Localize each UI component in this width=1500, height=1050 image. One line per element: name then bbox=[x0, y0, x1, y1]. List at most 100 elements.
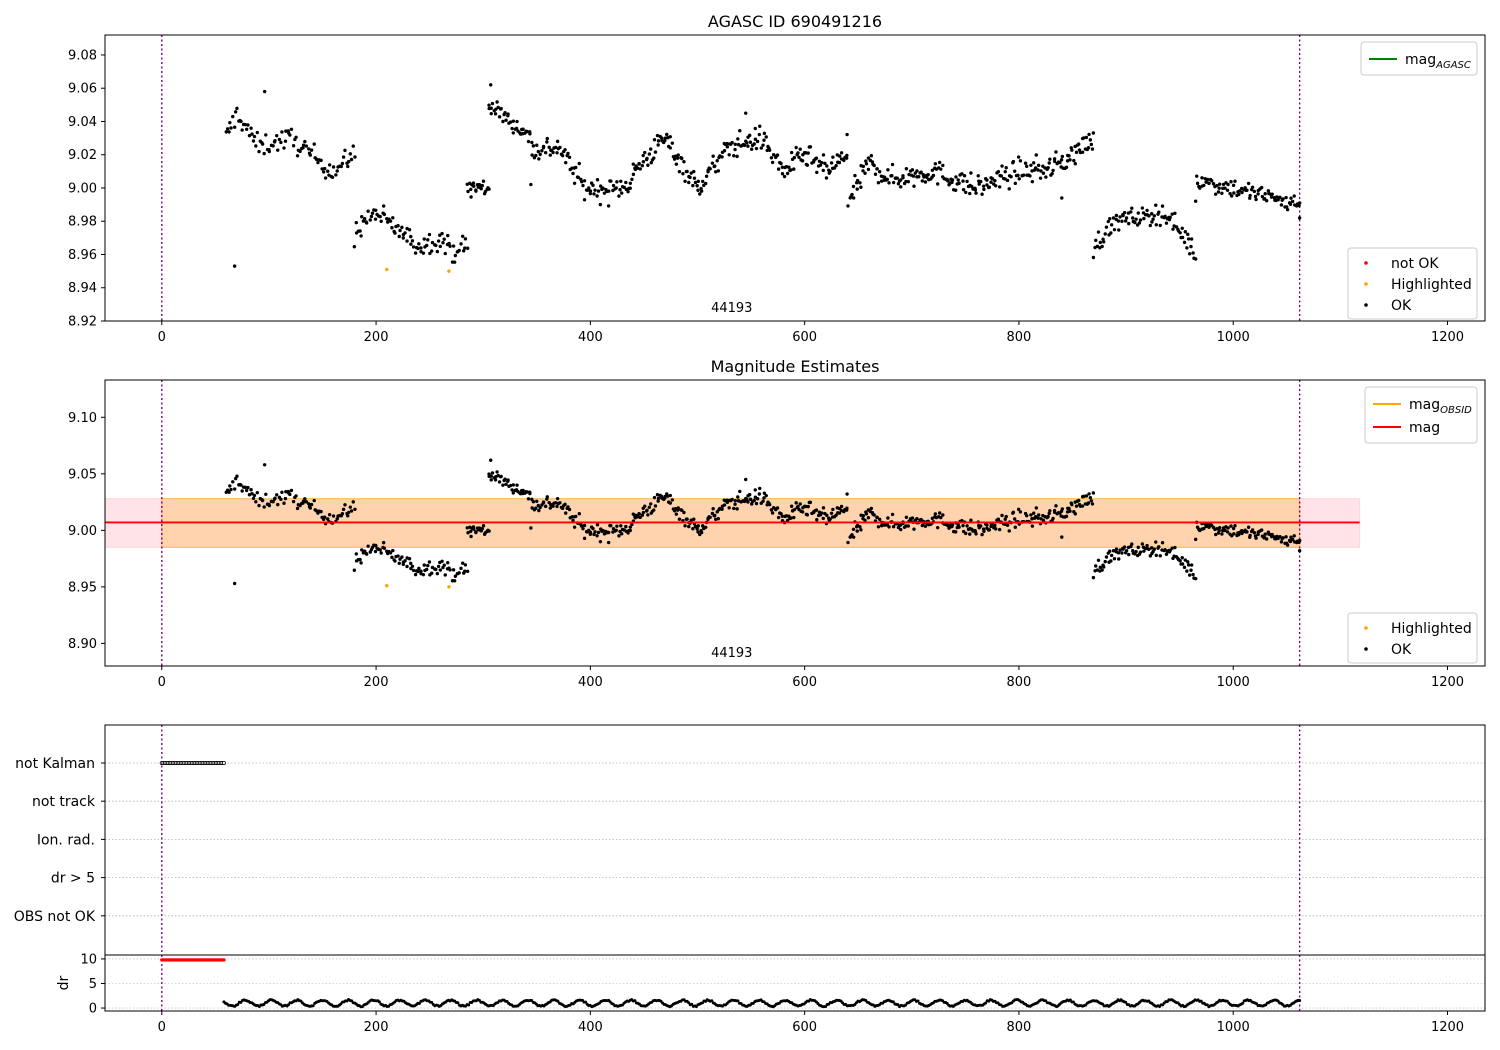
p2-ok-point-791 bbox=[1120, 551, 1124, 555]
p1-ok-point-779 bbox=[1106, 219, 1110, 224]
p2-ok-point-425 bbox=[725, 500, 730, 505]
p1-ok-point-321 bbox=[614, 186, 618, 190]
p1-ok-point-583 bbox=[895, 176, 899, 180]
p1-ok-point-808 bbox=[1138, 218, 1143, 222]
p1-ok-point-829 bbox=[1163, 214, 1167, 219]
p1-ok-point-398 bbox=[696, 179, 700, 184]
p1-ok-point-415 bbox=[715, 159, 719, 163]
p1-ok-point-791 bbox=[1120, 219, 1124, 223]
p2-ok-point-488 bbox=[794, 501, 798, 505]
p2-ok-point-173 bbox=[451, 568, 456, 572]
p2-ok-point-446 bbox=[748, 497, 753, 501]
p1-ok-point-101 bbox=[360, 215, 364, 219]
p1-ok-point-929 bbox=[1278, 195, 1282, 200]
p1-ok-point-286 bbox=[574, 165, 578, 170]
p2-ok-point-335 bbox=[630, 522, 634, 527]
p1-ok-point-836 bbox=[1171, 227, 1175, 231]
p2-ok-point-28 bbox=[262, 505, 266, 509]
p1-ok-point-476 bbox=[780, 172, 785, 176]
p1-ok-point-285 bbox=[572, 181, 577, 185]
p4-dr-point-58 bbox=[311, 1004, 315, 1008]
p2-ok-point-81 bbox=[335, 517, 339, 521]
p2-ok-point-259 bbox=[543, 504, 548, 509]
p1-ok-point-773 bbox=[1098, 240, 1103, 245]
p2-ok-point-201 bbox=[481, 524, 486, 528]
p1-ok-point-464 bbox=[767, 148, 772, 152]
p2-ok-point-569 bbox=[879, 524, 884, 528]
p1-ok-point-178 bbox=[457, 248, 461, 253]
p1-ok-point-815 bbox=[1147, 214, 1151, 218]
p2-ok-point-669 bbox=[987, 528, 992, 532]
p1-ok-point-410 bbox=[710, 161, 715, 165]
p1-ok-point-87 bbox=[343, 148, 347, 153]
p2-ok-point-111 bbox=[373, 549, 378, 554]
p2-ok-point-845 bbox=[1180, 562, 1185, 566]
p2-ok-point-666 bbox=[985, 523, 989, 527]
p1-ok-point-52 bbox=[295, 154, 300, 158]
p2-ok-point-29 bbox=[264, 492, 268, 496]
p2-ok-point-215 bbox=[495, 470, 499, 474]
p1-ok-point-100 bbox=[359, 234, 363, 238]
p1-ok-point-141 bbox=[410, 239, 415, 243]
p1-ok-point-402 bbox=[701, 179, 705, 184]
p1-ok-point-825 bbox=[1158, 223, 1162, 228]
p1-ok-point-154 bbox=[427, 232, 432, 237]
p1-ok-point-34 bbox=[271, 144, 275, 148]
p1-ok-point-777 bbox=[1103, 232, 1107, 236]
p1-ok-point-44 bbox=[284, 129, 288, 133]
p1-ok-point-764 bbox=[1089, 142, 1094, 147]
p2-ok-point-538 bbox=[846, 540, 850, 545]
p2-ok-point-351 bbox=[646, 513, 650, 517]
p2-ok-point-879 bbox=[1220, 532, 1224, 536]
p2-ok-point-902 bbox=[1246, 525, 1251, 529]
p1-ok-point-695 bbox=[1016, 173, 1020, 178]
p2-ok-point-765 bbox=[1090, 502, 1095, 506]
p1-ok-point-617 bbox=[931, 173, 936, 178]
p1-ok-point-197 bbox=[477, 183, 482, 187]
p1-ok-point-575 bbox=[886, 168, 890, 172]
p1-ok-point-400 bbox=[699, 186, 703, 191]
p1-ok-point-529 bbox=[837, 154, 842, 158]
p1-ok-point-877 bbox=[1217, 186, 1221, 190]
p1-ok-point-930 bbox=[1279, 203, 1284, 207]
p2-ok-point-145 bbox=[416, 569, 420, 574]
p1-ok-point-127 bbox=[393, 231, 397, 235]
p2-ytick-label-2: 9.00 bbox=[68, 524, 97, 539]
p2-ok-point-856 bbox=[1194, 576, 1198, 581]
p1-ok-point-306 bbox=[596, 189, 601, 193]
p2-ok-point-51 bbox=[294, 494, 298, 498]
p1-ok-point-471 bbox=[775, 153, 780, 157]
p2-ok-point-43 bbox=[283, 496, 288, 501]
p1-ok-point-852 bbox=[1189, 244, 1193, 249]
p1-ok-point-611 bbox=[925, 175, 929, 180]
p2-ok-point-815 bbox=[1147, 547, 1151, 551]
p1-ok-point-481 bbox=[787, 165, 791, 169]
p2-ok-point-909 bbox=[1254, 536, 1258, 540]
p2-ok-point-268 bbox=[553, 501, 558, 505]
p2-ok-point-882 bbox=[1223, 528, 1227, 533]
p2-ok-point-211 bbox=[490, 471, 495, 475]
p1-ok-point-183 bbox=[463, 237, 468, 241]
p4-xtick-label-400: 400 bbox=[578, 1020, 603, 1035]
p2-ok-point-154 bbox=[427, 560, 432, 564]
p2-ok-point-846 bbox=[1182, 565, 1187, 570]
p1-ok-point-635 bbox=[950, 178, 955, 182]
p1-ok-point-778 bbox=[1104, 225, 1109, 229]
p1-ok-point-717 bbox=[1039, 169, 1043, 173]
p2-ok-point-946 bbox=[1298, 538, 1302, 543]
p2-ok-point-844 bbox=[1180, 556, 1184, 560]
p2-ok-point-387 bbox=[685, 517, 689, 521]
p4-dr-point-159 bbox=[467, 1003, 471, 1007]
p2-ok-point-245 bbox=[528, 491, 532, 496]
p1-ok-point-523 bbox=[831, 155, 835, 159]
p1-ok-point-887 bbox=[1229, 179, 1233, 184]
p2-ok-point-877 bbox=[1217, 528, 1221, 533]
p2-ok-point-14 bbox=[243, 485, 247, 489]
p2-ok-point-360 bbox=[656, 499, 660, 503]
p2-ok-point-788 bbox=[1116, 551, 1121, 555]
p1-ok-point-11 bbox=[239, 119, 243, 124]
p1-ok-point-578 bbox=[890, 174, 894, 178]
p1-ok-point-730 bbox=[1052, 157, 1057, 161]
p1-ok-point-353 bbox=[649, 147, 653, 151]
p1-ok-point-834 bbox=[1168, 215, 1172, 220]
